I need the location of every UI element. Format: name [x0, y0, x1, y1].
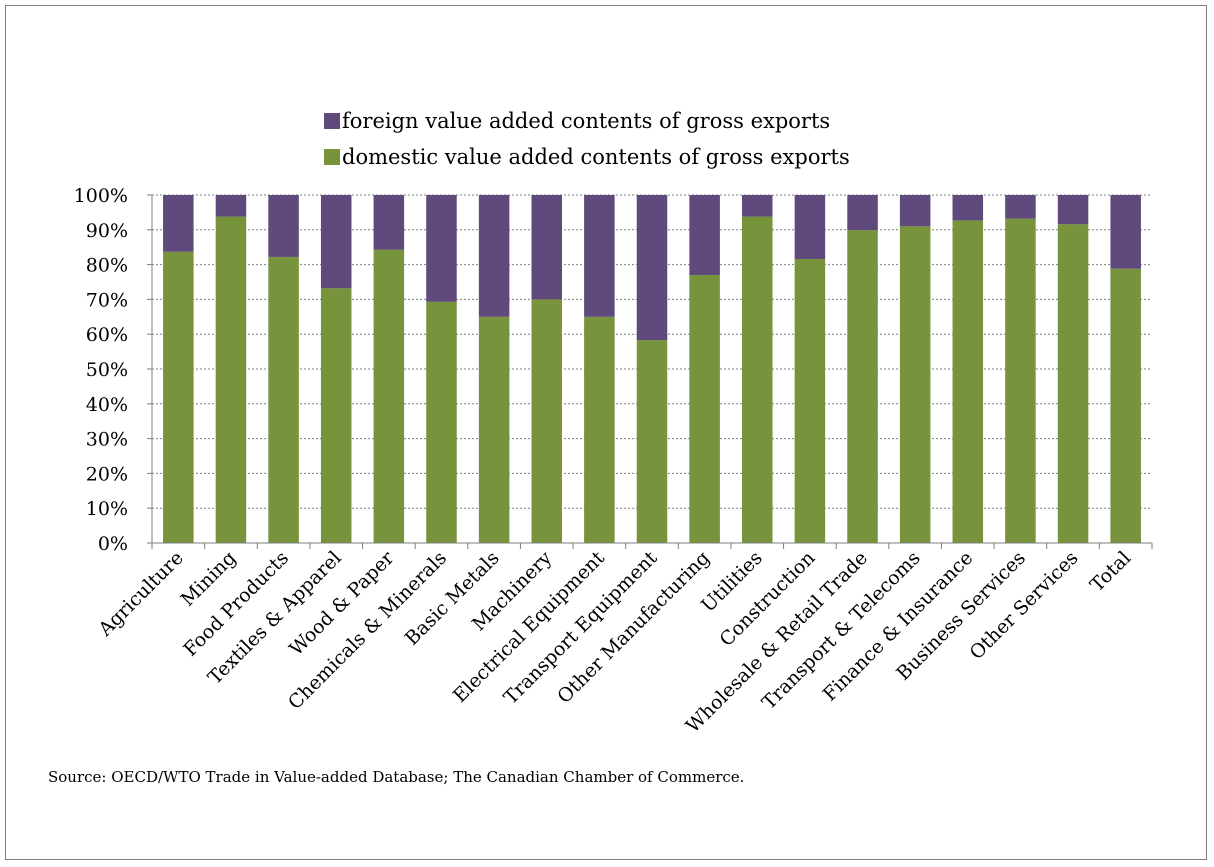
bar-segment [847, 195, 878, 231]
bar-segment [320, 195, 352, 289]
y-tick-label: 60% [86, 324, 128, 346]
bar-segment [899, 226, 931, 543]
bar-segment [689, 275, 720, 543]
bar-segment [320, 288, 352, 543]
y-tick-label: 10% [86, 498, 128, 520]
bar-segment [742, 216, 773, 544]
y-tick-label: 90% [86, 220, 128, 242]
bar-segment [373, 249, 405, 544]
bar-segment [1110, 195, 1141, 269]
legend-swatch [324, 113, 340, 129]
bar-segment [1057, 195, 1089, 225]
y-tick-label: 20% [86, 463, 128, 485]
bar-segment [1005, 195, 1036, 219]
bar-segment [268, 256, 299, 543]
legend-label: domestic value added contents of gross e… [342, 145, 850, 169]
bars [163, 195, 1141, 544]
bar-segment [952, 195, 984, 221]
bar-segment [584, 195, 615, 317]
bar-segment [899, 195, 931, 227]
bar-segment [478, 195, 510, 317]
bar-segment [163, 251, 194, 543]
bar-segment [636, 340, 668, 543]
bar-segment [426, 195, 457, 302]
bar-segment [794, 195, 826, 260]
bar-segment [584, 316, 615, 543]
y-tick-label: 100% [74, 185, 128, 207]
bar-segment [215, 195, 247, 217]
bar-segment [794, 259, 826, 543]
bar-segment [636, 195, 668, 341]
bar-segment [478, 316, 510, 543]
y-tick-label: 70% [86, 289, 128, 311]
legend: foreign value added contents of gross ex… [324, 109, 850, 169]
bar-segment [373, 195, 405, 250]
bar-segment [426, 301, 457, 543]
y-tick-label: 50% [86, 359, 128, 381]
y-tick-labels: 0% 10% 20% 30% 40% 50% 60% 70% 80% 90% 100% [74, 185, 128, 555]
y-tick-label: 30% [86, 429, 128, 451]
bar-segment [215, 216, 247, 544]
bar-segment [163, 195, 194, 252]
bar-segment [1057, 224, 1089, 543]
bar-segment [531, 299, 562, 543]
bar-segment [847, 230, 878, 543]
bar-segment [531, 195, 562, 300]
y-tick-label: 80% [86, 255, 128, 277]
legend-label: foreign value added contents of gross ex… [342, 109, 830, 133]
legend-swatch [324, 149, 340, 165]
x-tick-label: Agriculture [94, 547, 188, 641]
axes [147, 194, 1153, 549]
source-note: Source: OECD/WTO Trade in Value-added Da… [48, 768, 745, 786]
y-tick-label: 40% [86, 394, 128, 416]
bar-segment [742, 195, 773, 217]
bar-segment [689, 195, 720, 276]
bar-segment [268, 195, 299, 257]
x-tick-label: Total [1086, 547, 1135, 596]
bar-segment [952, 220, 984, 544]
bar-segment [1005, 218, 1036, 543]
y-tick-label: 0% [98, 533, 128, 555]
bar-segment [1110, 268, 1141, 543]
